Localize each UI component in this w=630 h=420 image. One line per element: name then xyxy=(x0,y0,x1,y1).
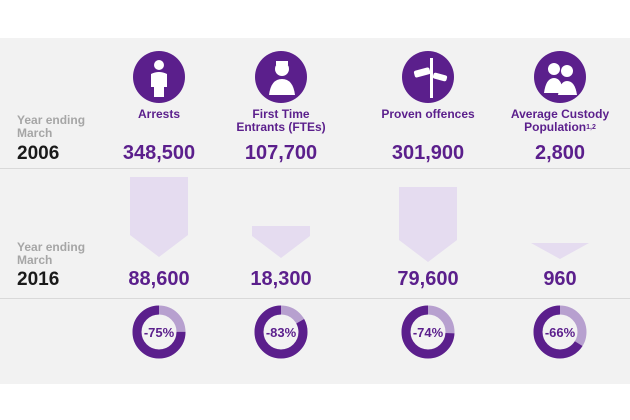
percent-change-donut: -83% xyxy=(254,305,308,359)
decrease-arrow-shape xyxy=(252,226,310,258)
percent-change-label: -75% xyxy=(144,325,175,340)
column-heading-text: First Time Entrants (FTEs) xyxy=(236,107,326,134)
person-silhouette-icon xyxy=(133,51,185,103)
column-heading: Arrests xyxy=(97,108,221,121)
young-person-icon xyxy=(255,51,307,103)
period-label-2006: Year ending March xyxy=(17,113,86,140)
column-heading-text: Average Custody Population xyxy=(510,107,610,134)
column-heading: Average Custody Population1,2 xyxy=(506,108,614,134)
infographic-panel xyxy=(0,38,630,384)
percent-change-label: -74% xyxy=(413,325,444,340)
two-people-icon xyxy=(534,51,586,103)
cctv-camera-icon xyxy=(402,51,454,103)
value-2006: 2,800 xyxy=(534,142,586,164)
value-2006: 348,500 xyxy=(122,142,196,164)
percent-change-donut: -74% xyxy=(401,305,455,359)
value-2006: 301,900 xyxy=(391,142,465,164)
column-heading-text: Arrests xyxy=(137,107,181,121)
value-2016: 88,600 xyxy=(128,268,190,290)
value-2006: 107,700 xyxy=(244,142,318,164)
decrease-arrow xyxy=(252,226,310,258)
year-label-2016: 2016 xyxy=(17,269,60,290)
donut-decrease-arc xyxy=(533,305,587,359)
decrease-arrow-shape xyxy=(399,187,457,262)
year-label-2006: 2006 xyxy=(17,143,60,164)
column-heading: Proven offences xyxy=(366,108,490,121)
donut-decrease-arc xyxy=(401,305,455,359)
decrease-arrow-shape xyxy=(531,243,589,259)
row-separator-2016 xyxy=(0,298,630,299)
decrease-arrow xyxy=(399,187,457,262)
column-heading: First Time Entrants (FTEs) xyxy=(227,108,335,134)
percent-change-label: -66% xyxy=(545,325,576,340)
decrease-arrow xyxy=(130,177,188,257)
percent-change-label: -83% xyxy=(266,325,297,340)
period-label-2016: Year ending March xyxy=(17,240,86,267)
percent-change-donut: -66% xyxy=(533,305,587,359)
row-separator-2006 xyxy=(0,168,630,169)
value-2016: 960 xyxy=(543,268,577,290)
decrease-arrow xyxy=(531,243,589,259)
percent-change-donut: -75% xyxy=(132,305,186,359)
value-2016: 79,600 xyxy=(397,268,459,290)
decrease-arrow-shape xyxy=(130,177,188,257)
donut-decrease-arc xyxy=(132,305,186,359)
heading-footnote-ref: 1,2 xyxy=(586,124,596,131)
column-heading-text: Proven offences xyxy=(381,107,475,121)
donut-decrease-arc xyxy=(254,305,308,359)
value-2016: 18,300 xyxy=(250,268,312,290)
